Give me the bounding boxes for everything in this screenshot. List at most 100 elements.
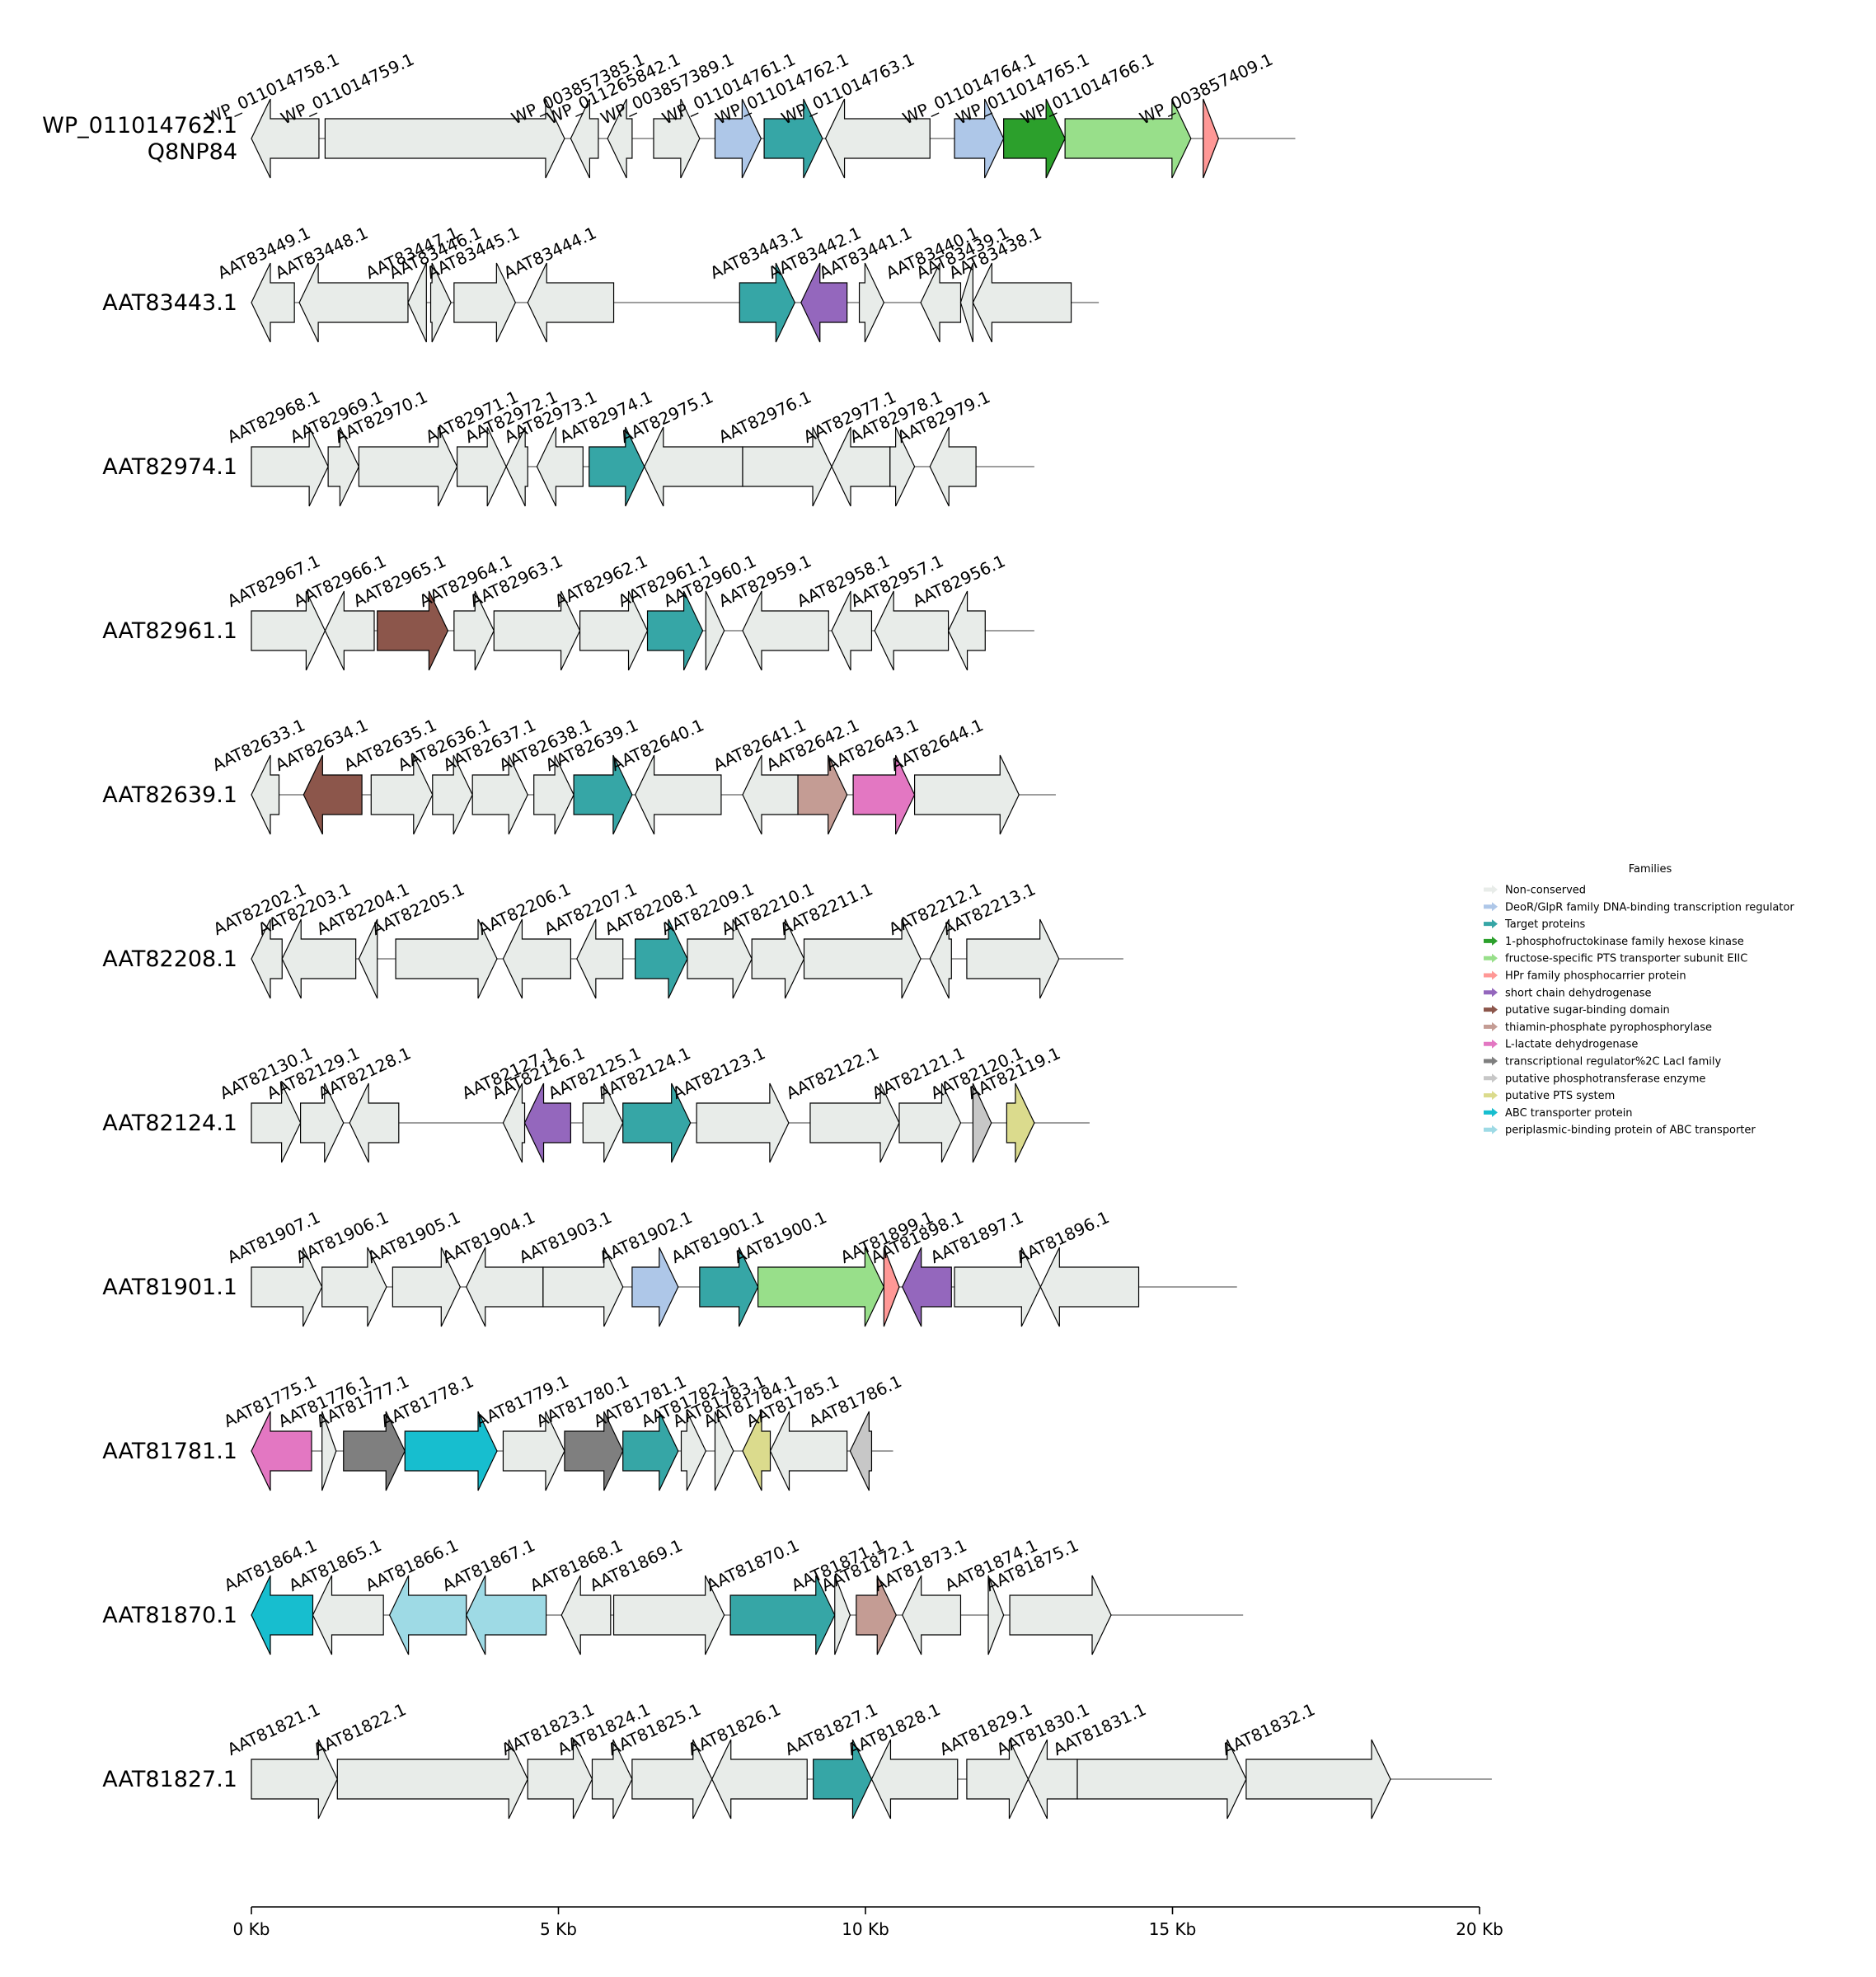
gene-arrow[interactable] bbox=[714, 98, 762, 179]
gene-arrow[interactable] bbox=[251, 98, 320, 179]
gene-arrow[interactable] bbox=[502, 1411, 565, 1491]
gene-arrow[interactable] bbox=[800, 262, 848, 343]
gene-arrow[interactable] bbox=[466, 1247, 544, 1327]
gene-arrow[interactable] bbox=[564, 1411, 624, 1491]
gene-arrow[interactable] bbox=[972, 262, 1072, 343]
gene-arrow[interactable] bbox=[300, 1082, 345, 1163]
gene-arrow[interactable] bbox=[395, 918, 498, 999]
gene-arrow[interactable] bbox=[377, 590, 449, 671]
gene-arrow[interactable] bbox=[456, 426, 507, 507]
gene-arrow[interactable] bbox=[429, 262, 452, 343]
gene-arrow[interactable] bbox=[533, 754, 575, 835]
gene-arrow[interactable] bbox=[813, 1739, 873, 1820]
gene-arrow[interactable] bbox=[505, 426, 528, 507]
gene-arrow[interactable] bbox=[251, 590, 326, 671]
gene-arrow[interactable] bbox=[321, 1247, 387, 1327]
gene-arrow[interactable] bbox=[742, 754, 799, 835]
gene-arrow[interactable] bbox=[298, 262, 409, 343]
gene-arrow[interactable] bbox=[404, 1411, 498, 1491]
gene-arrow[interactable] bbox=[343, 1411, 406, 1491]
gene-arrow[interactable] bbox=[576, 918, 624, 999]
gene-arrow[interactable] bbox=[251, 918, 283, 999]
gene-arrow[interactable] bbox=[729, 1575, 836, 1655]
gene-arrow[interactable] bbox=[607, 98, 633, 179]
gene-arrow[interactable] bbox=[954, 98, 1005, 179]
gene-arrow[interactable] bbox=[653, 98, 701, 179]
gene-arrow[interactable] bbox=[321, 1411, 337, 1491]
gene-arrow[interactable] bbox=[699, 1247, 759, 1327]
gene-arrow[interactable] bbox=[902, 1247, 952, 1327]
gene-arrow[interactable] bbox=[902, 1575, 962, 1655]
gene-arrow[interactable] bbox=[349, 1082, 400, 1163]
gene-arrow[interactable] bbox=[388, 1575, 467, 1655]
gene-arrow[interactable] bbox=[251, 754, 280, 835]
gene-arrow[interactable] bbox=[560, 1575, 612, 1655]
gene-arrow[interactable] bbox=[634, 754, 722, 835]
gene-arrow[interactable] bbox=[870, 1739, 959, 1820]
gene-arrow[interactable] bbox=[883, 1247, 900, 1327]
gene-arrow[interactable] bbox=[251, 1575, 314, 1655]
gene-arrow[interactable] bbox=[913, 754, 1020, 835]
gene-arrow[interactable] bbox=[324, 98, 565, 179]
gene-arrow[interactable] bbox=[1009, 1575, 1112, 1655]
gene-arrow[interactable] bbox=[646, 590, 704, 671]
gene-arrow[interactable] bbox=[797, 754, 848, 835]
gene-arrow[interactable] bbox=[852, 754, 916, 835]
gene-arrow[interactable] bbox=[769, 1411, 848, 1491]
gene-arrow[interactable] bbox=[573, 754, 633, 835]
gene-arrow[interactable] bbox=[705, 590, 725, 671]
gene-arrow[interactable] bbox=[392, 1247, 461, 1327]
gene-arrow[interactable] bbox=[803, 918, 922, 999]
gene-arrow[interactable] bbox=[858, 262, 885, 343]
gene-arrow[interactable] bbox=[1039, 1247, 1140, 1327]
gene-arrow[interactable] bbox=[358, 426, 458, 507]
gene-arrow[interactable] bbox=[407, 262, 427, 343]
gene-arrow[interactable] bbox=[959, 262, 973, 343]
gene-arrow[interactable] bbox=[696, 1082, 790, 1163]
gene-arrow[interactable] bbox=[336, 1739, 528, 1820]
gene-arrow[interactable] bbox=[849, 1411, 873, 1491]
gene-arrow[interactable] bbox=[591, 1739, 633, 1820]
gene-arrow[interactable] bbox=[1245, 1739, 1391, 1820]
gene-arrow[interactable] bbox=[466, 1575, 547, 1655]
gene-arrow[interactable] bbox=[1064, 98, 1192, 179]
gene-arrow[interactable] bbox=[920, 262, 962, 343]
gene-arrow[interactable] bbox=[493, 590, 581, 671]
gene-arrow[interactable] bbox=[834, 1575, 851, 1655]
gene-arrow[interactable] bbox=[1003, 98, 1066, 179]
gene-arrow[interactable] bbox=[763, 98, 823, 179]
gene-arrow[interactable] bbox=[502, 918, 572, 999]
gene-arrow[interactable] bbox=[680, 1411, 706, 1491]
gene-arrow[interactable] bbox=[809, 1082, 900, 1163]
gene-arrow[interactable] bbox=[954, 1247, 1041, 1327]
gene-arrow[interactable] bbox=[622, 1082, 692, 1163]
gene-arrow[interactable] bbox=[324, 590, 375, 671]
gene-arrow[interactable] bbox=[589, 426, 645, 507]
gene-arrow[interactable] bbox=[502, 1082, 526, 1163]
gene-arrow[interactable] bbox=[714, 1411, 734, 1491]
gene-arrow[interactable] bbox=[987, 1575, 1005, 1655]
gene-arrow[interactable] bbox=[831, 590, 873, 671]
gene-arrow[interactable] bbox=[327, 426, 360, 507]
gene-arrow[interactable] bbox=[370, 754, 434, 835]
gene-arrow[interactable] bbox=[972, 1082, 992, 1163]
gene-arrow[interactable] bbox=[824, 98, 931, 179]
gene-arrow[interactable] bbox=[312, 1575, 384, 1655]
gene-arrow[interactable] bbox=[874, 590, 950, 671]
gene-arrow[interactable] bbox=[1027, 1739, 1078, 1820]
gene-arrow[interactable] bbox=[966, 918, 1060, 999]
gene-arrow[interactable] bbox=[889, 426, 916, 507]
gene-arrow[interactable] bbox=[453, 590, 495, 671]
gene-arrow[interactable] bbox=[523, 1082, 572, 1163]
gene-arrow[interactable] bbox=[612, 1575, 725, 1655]
gene-arrow[interactable] bbox=[303, 754, 363, 835]
gene-arrow[interactable] bbox=[856, 1575, 897, 1655]
gene-arrow[interactable] bbox=[711, 1739, 808, 1820]
gene-arrow[interactable] bbox=[687, 918, 753, 999]
gene-arrow[interactable] bbox=[582, 1082, 624, 1163]
gene-arrow[interactable] bbox=[536, 426, 584, 507]
gene-arrow[interactable] bbox=[898, 1082, 962, 1163]
gene-arrow[interactable] bbox=[831, 426, 891, 507]
gene-arrow[interactable] bbox=[622, 1411, 679, 1491]
gene-arrow[interactable] bbox=[251, 1247, 323, 1327]
